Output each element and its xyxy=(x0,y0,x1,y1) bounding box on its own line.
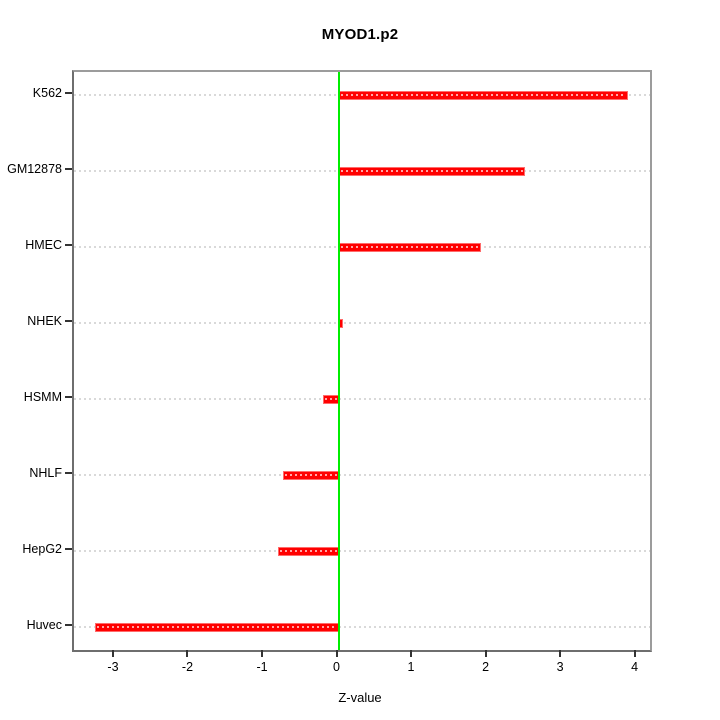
gridline xyxy=(74,322,650,324)
y-tick xyxy=(65,320,72,322)
y-axis-label: HepG2 xyxy=(22,542,62,556)
bar-HSMM xyxy=(322,394,339,404)
gridline xyxy=(74,474,650,476)
x-tick xyxy=(410,650,413,657)
zero-line xyxy=(337,72,340,650)
y-tick xyxy=(65,548,72,550)
y-axis-label: NHEK xyxy=(27,314,62,328)
y-axis-label: GM12878 xyxy=(7,162,62,176)
y-tick xyxy=(65,624,72,626)
x-tick-label: 2 xyxy=(482,660,490,674)
gridline xyxy=(74,398,650,400)
bar-grid-dots xyxy=(340,246,479,248)
y-axis-label: K562 xyxy=(32,86,62,100)
x-tick-label: -3 xyxy=(107,660,119,674)
bar-grid-dots xyxy=(96,626,337,628)
y-axis-labels: K562 GM12878 HMEC NHEK HSMM NHLF HepG2 Huvec xyxy=(0,70,62,648)
bar-grid-dots xyxy=(284,474,337,476)
gridline xyxy=(74,550,650,552)
x-tick xyxy=(261,650,263,657)
bar-grid-dots xyxy=(280,550,337,552)
bar-GM12878 xyxy=(338,166,525,176)
bar-HMEC xyxy=(338,242,481,252)
y-tick xyxy=(65,244,72,246)
y-axis-label: Huvec xyxy=(26,618,62,632)
bar-HepG2 xyxy=(278,546,339,556)
x-tick xyxy=(186,650,189,657)
bar-grid-dots xyxy=(340,170,523,172)
x-tick xyxy=(633,650,636,657)
y-axis-label: HSMM xyxy=(23,390,62,404)
y-axis-label: NHLF xyxy=(29,466,62,480)
y-tick xyxy=(65,472,72,474)
x-tick xyxy=(335,650,338,657)
x-tick-label: 0 xyxy=(333,660,340,674)
bar-K562 xyxy=(338,90,628,100)
gridline xyxy=(74,626,650,628)
bar-grid-dots xyxy=(324,398,337,400)
x-tick xyxy=(484,650,487,657)
chart-title: MYOD1.p2 xyxy=(321,26,399,43)
x-tick-label: 4 xyxy=(631,660,639,674)
bar-NHLF xyxy=(282,470,339,480)
x-tick xyxy=(111,650,114,657)
x-tick-label: 1 xyxy=(407,660,415,674)
bar-grid-dots xyxy=(340,94,626,96)
x-tick-label: -2 xyxy=(181,660,194,674)
x-axis-title: Z-value xyxy=(338,690,382,705)
y-axis-label: HMEC xyxy=(25,238,62,252)
plot-area xyxy=(72,70,652,652)
y-tick xyxy=(65,168,72,170)
x-tick-label: 3 xyxy=(556,660,564,674)
x-tick xyxy=(559,650,562,657)
x-tick-label: -1 xyxy=(256,660,268,674)
bar-Huvec xyxy=(94,622,339,632)
y-tick xyxy=(65,92,72,94)
y-tick xyxy=(65,396,72,398)
